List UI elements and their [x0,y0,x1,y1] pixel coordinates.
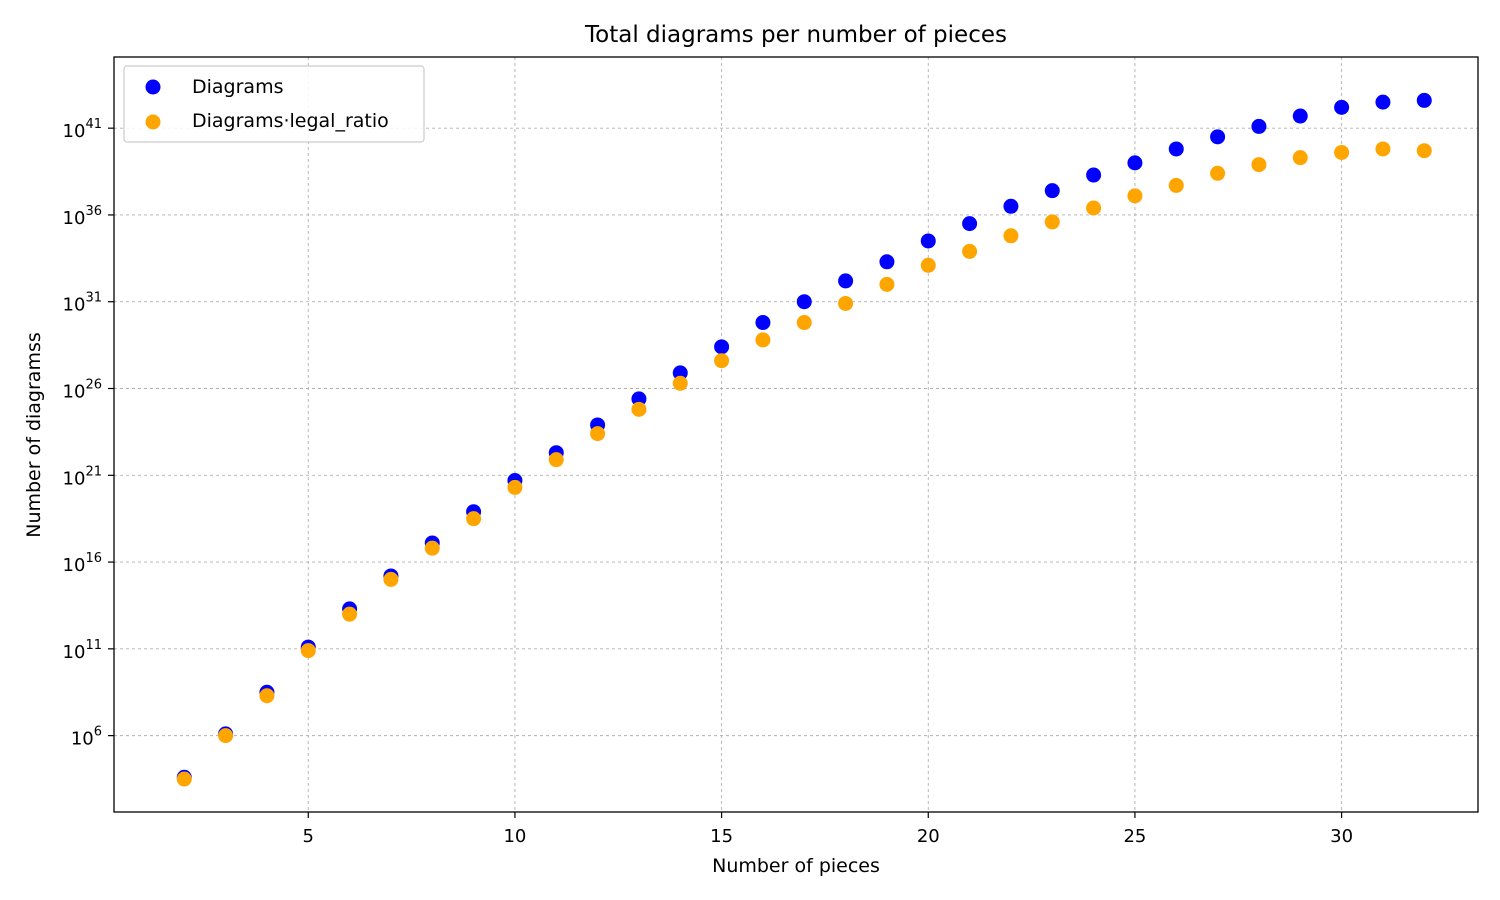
y-tick-label: 1026 [63,378,102,403]
point-diagrams [796,294,812,310]
legend-marker-diagrams [145,79,161,95]
point-legal-ratio [714,353,730,369]
plot-frame [113,56,1479,813]
point-diagrams [962,216,978,232]
grid-layer [114,57,1478,812]
legend: Diagrams Diagrams·legal_ratio [123,65,425,143]
point-legal-ratio [962,243,978,259]
point-legal-ratio [1003,228,1019,244]
point-diagrams [672,365,688,381]
point-legal-ratio [879,276,895,292]
point-legal-ratio [590,426,606,442]
y-tick-label: 1036 [63,204,102,229]
point-legal-ratio [1168,177,1184,193]
legend-marker-legal-ratio [145,114,161,130]
point-legal-ratio [507,479,523,495]
point-legal-ratio [300,643,316,659]
point-legal-ratio [1044,214,1060,230]
point-diagrams [1292,108,1308,124]
points-layer [176,92,1432,787]
point-legal-ratio [342,606,358,622]
point-diagrams [1127,155,1143,171]
point-legal-ratio [218,728,234,744]
point-diagrams [879,254,895,270]
x-tick-label: 20 [917,826,940,847]
point-diagrams [920,233,936,249]
point-diagrams [1044,183,1060,199]
point-legal-ratio [672,375,688,391]
x-tick-label: 10 [503,826,526,847]
point-legal-ratio [176,771,192,787]
point-diagrams [1168,141,1184,157]
point-diagrams [1251,118,1267,134]
point-diagrams [838,273,854,289]
point-legal-ratio [466,511,482,527]
point-legal-ratio [383,571,399,587]
point-legal-ratio [1086,200,1102,216]
y-tick-label: 106 [71,725,102,750]
point-legal-ratio [920,257,936,273]
point-legal-ratio [755,332,771,348]
tick-layer: 5 10 15 20 25 30 106 1011 1016 1021 1026 1031 1036 10… [63,117,1354,847]
legend-box [123,65,425,143]
chart-title: Total diagrams per number of pieces [584,22,1007,48]
point-diagrams [631,391,647,407]
point-diagrams [1416,92,1432,108]
legend-label-diagrams: Diagrams [192,76,283,98]
y-tick-label: 1041 [63,117,102,142]
point-diagrams [1003,198,1019,214]
point-legal-ratio [631,401,647,417]
point-legal-ratio [838,295,854,311]
point-legal-ratio [1334,144,1350,160]
point-legal-ratio [548,452,564,468]
point-legal-ratio [259,688,275,704]
y-tick-label: 1016 [63,551,102,576]
point-diagrams [1375,94,1391,110]
point-legal-ratio [796,315,812,331]
point-legal-ratio [1375,141,1391,157]
point-diagrams [714,339,730,355]
point-legal-ratio [424,540,440,556]
point-legal-ratio [1210,165,1226,181]
point-diagrams [1210,129,1226,145]
x-tick-label: 5 [303,826,314,847]
y-tick-label: 1011 [63,638,102,663]
point-legal-ratio [1127,188,1143,204]
y-tick-label: 1031 [63,291,102,316]
x-axis-label: Number of pieces [712,855,880,877]
point-legal-ratio [1251,157,1267,173]
point-diagrams [755,315,771,331]
legend-label-legal-ratio: Diagrams·legal_ratio [192,110,389,132]
point-diagrams [1334,99,1350,115]
point-legal-ratio [1292,150,1308,166]
x-tick-label: 25 [1123,826,1146,847]
y-tick-label: 1021 [63,464,102,489]
x-tick-label: 15 [710,826,733,847]
point-diagrams [1086,167,1102,183]
x-tick-label: 30 [1330,826,1353,847]
point-legal-ratio [1416,143,1432,159]
y-axis-label: Number of diagramss [23,332,45,538]
